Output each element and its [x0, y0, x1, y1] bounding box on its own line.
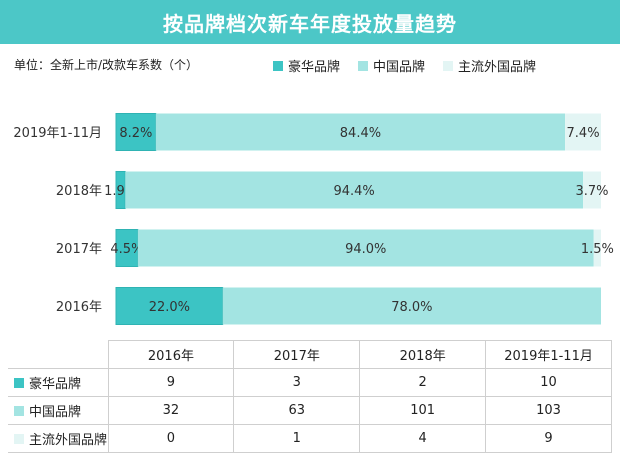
- row-swatch-chinese: [14, 405, 24, 416]
- bar-segment: [125, 171, 584, 209]
- legend-item-luxury: 豪华品牌: [273, 56, 340, 75]
- category-label: 2016年: [56, 300, 102, 315]
- row-swatch-foreign: [14, 433, 24, 444]
- table-cell: 4: [359, 424, 487, 453]
- stacked-bar-chart: 2019年1-11月 8.2% 84.4% 7.4%2018年 1.9% 94.4% 3.7…: [13, 113, 614, 325]
- category-label: 2019年1-11月: [13, 126, 102, 141]
- legend-swatch-luxury: [273, 60, 283, 71]
- table-cell: 63: [233, 396, 361, 425]
- table-cell: 32: [107, 396, 235, 425]
- page-title: 按品牌档次新车年度投放量趋势: [163, 11, 457, 36]
- data-label: 78.0%: [391, 300, 432, 315]
- table-row-header: 中国品牌: [8, 396, 109, 425]
- data-label: 4.5%: [110, 242, 143, 257]
- data-label: 94.4%: [333, 184, 374, 199]
- table-row-header: 主流外国品牌: [8, 424, 109, 453]
- table-row: 豪华品牌 9 3 2 10: [8, 368, 612, 397]
- table-cell: 9: [107, 368, 235, 397]
- legend-swatch-foreign: [443, 60, 454, 71]
- table-cell: 2: [359, 368, 487, 397]
- legend-label-foreign: 主流外国品牌: [458, 60, 537, 75]
- bar-segment: [565, 113, 601, 151]
- table-row-label: 中国品牌: [29, 405, 82, 420]
- table-col-header: 2017年: [233, 340, 361, 369]
- data-label: 22.0%: [149, 300, 190, 315]
- table-row-label: 主流外国品牌: [29, 433, 108, 448]
- bar-segment: [222, 287, 601, 325]
- bar-segment: [137, 229, 594, 267]
- data-label: 7.4%: [567, 126, 600, 141]
- table-cell: 10: [485, 368, 612, 397]
- bar-segment: [155, 113, 566, 151]
- bar-segment: [583, 171, 601, 209]
- data-label: 3.7%: [576, 184, 609, 199]
- data-label: 94.0%: [345, 242, 386, 257]
- legend-label-luxury: 豪华品牌: [288, 60, 341, 75]
- table-col-header: 2016年: [107, 340, 235, 369]
- legend-swatch-chinese: [358, 60, 369, 71]
- unit-label: 单位：全新上市/改款车系数（个）: [14, 58, 199, 72]
- title-banner: 按品牌档次新车年度投放量趋势: [0, 0, 620, 44]
- data-label: 8.2%: [119, 126, 152, 141]
- legend-label-chinese: 中国品牌: [373, 60, 426, 75]
- legend: 豪华品牌 中国品牌 主流外国品牌: [273, 56, 536, 75]
- table-col-header: 2018年: [359, 340, 487, 369]
- table-row-label: 豪华品牌: [29, 377, 82, 392]
- legend-item-chinese: 中国品牌: [358, 56, 425, 75]
- bar-segment: [115, 287, 224, 325]
- table-cell: 1: [233, 424, 361, 453]
- category-label: 2018年: [56, 184, 102, 199]
- table-row-header: 豪华品牌: [8, 368, 109, 397]
- table-cell: 9: [485, 424, 612, 453]
- table-col-header: 2019年1-11月: [485, 340, 612, 369]
- table-cell: 3: [233, 368, 361, 397]
- table-header-row: 2016年 2017年 2018年 2019年1-11月: [8, 340, 612, 369]
- table-cell: 101: [359, 396, 487, 425]
- data-label: 84.4%: [340, 126, 381, 141]
- category-label: 2017年: [56, 242, 102, 257]
- table-row: 中国品牌 32 63 101 103: [8, 396, 612, 425]
- bar-segment: [115, 113, 157, 151]
- data-table: 2016年 2017年 2018年 2019年1-11月 豪华品牌 9 3 2 …: [8, 340, 612, 453]
- table-row: 主流外国品牌 0 1 4 9: [8, 424, 612, 453]
- table-cell: 0: [107, 424, 235, 453]
- legend-item-foreign: 主流外国品牌: [443, 56, 536, 75]
- bar-segment: [593, 229, 601, 267]
- table-corner-cell: [8, 340, 109, 369]
- row-swatch-luxury: [14, 377, 24, 388]
- data-label: 1.5%: [581, 242, 614, 257]
- table-cell: 103: [485, 396, 612, 425]
